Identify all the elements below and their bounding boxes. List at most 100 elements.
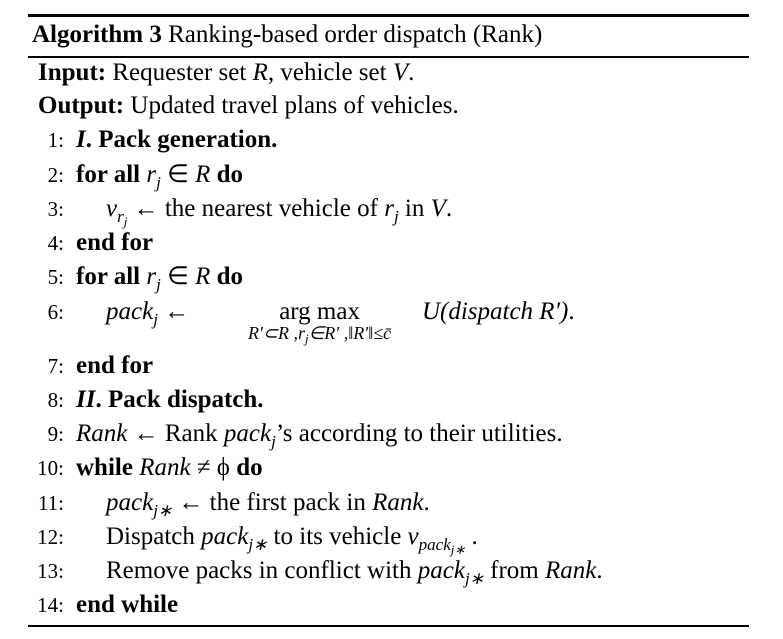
math-group: packj∗ ← the first pack in Rank. <box>106 488 430 519</box>
line-number: 12: <box>37 525 64 549</box>
line-number: 5: <box>47 265 64 289</box>
math: pack <box>417 557 465 584</box>
math: r <box>146 161 157 188</box>
math-group: I. Pack generation. <box>76 125 277 155</box>
keyword: end for <box>76 229 154 256</box>
text: . <box>423 489 430 516</box>
keyword: do <box>236 454 263 481</box>
subscript: j <box>304 331 309 346</box>
text: ← the first pack in <box>172 489 373 516</box>
label: Output: <box>38 92 125 119</box>
text: ← Rank <box>127 420 224 447</box>
keyword: while <box>76 454 133 481</box>
text: . <box>445 195 453 222</box>
text: . Pack dispatch. <box>95 386 264 413</box>
line: 1: I. Pack generation. <box>0 125 783 155</box>
algorithm-label: Algorithm 3 <box>32 21 162 48</box>
math: ∈ <box>167 161 189 188</box>
math: pack <box>223 420 272 447</box>
text: . <box>596 557 603 584</box>
math: U(dispatch R′) <box>421 298 569 325</box>
text: Updated travel plans of vehicles. <box>130 92 459 119</box>
text: ’s according to their utilities. <box>275 420 563 447</box>
line-number: 7: <box>47 354 64 378</box>
math: V <box>392 59 409 86</box>
math-group: while Rank ≠ ϕ do <box>76 453 263 483</box>
math: II <box>76 386 96 413</box>
math-group: end while <box>76 590 178 620</box>
line-number: 9: <box>47 422 64 446</box>
line: 13: Remove packs in conflict with packj∗ … <box>0 556 783 588</box>
text: to its vehicle <box>267 523 408 550</box>
math: pack <box>201 523 249 550</box>
operator: arg max <box>279 298 360 325</box>
math-group: Dispatch packj∗ to its vehicle vpackj∗ . <box>106 522 478 557</box>
line-number: 3: <box>47 197 64 221</box>
subscript: j∗ <box>464 569 484 588</box>
math-group: packj∗ <box>419 535 466 557</box>
output-line: Output: Updated travel plans of vehicles… <box>38 91 459 121</box>
keyword: do <box>216 161 244 188</box>
math: Rank <box>139 454 191 481</box>
line: 6: packj ← arg max R′⊂R ,rj∈R′ ,‖R′‖≤c̄ U(di… <box>0 297 783 345</box>
math: R <box>195 263 211 290</box>
text: . Pack generation. <box>85 126 278 153</box>
line-number: 8: <box>47 388 64 412</box>
subscript: j <box>123 214 128 229</box>
math: R′⊂R ,r <box>247 323 305 343</box>
math: Rank <box>372 489 424 516</box>
line-number: 13: <box>37 559 64 583</box>
line: 14: end while <box>0 590 783 620</box>
math: Rank <box>545 557 597 584</box>
subscript: j <box>156 275 161 294</box>
text: from <box>483 557 546 584</box>
line: 7: end for <box>0 351 783 381</box>
algorithm-title: Ranking-based order dispatch (Rank) <box>168 21 543 48</box>
math-group: Rank ← Rank packj’s according to their u… <box>76 419 563 451</box>
mid-rule <box>28 56 749 58</box>
line: 9: Rank ← Rank packj’s according to their… <box>0 419 783 451</box>
math-group: for all rj ∈ R do <box>76 262 243 294</box>
math: R <box>195 161 211 188</box>
operator-range: R′⊂R ,rj∈R′ ,‖R′‖≤c̄ <box>247 323 391 346</box>
text: . <box>568 298 575 325</box>
subscript: r <box>117 207 124 226</box>
text: . <box>465 523 478 550</box>
text: ← the nearest vehicle of <box>133 195 385 222</box>
line-number: 11: <box>37 491 64 515</box>
line: 4: end for <box>0 228 783 258</box>
math: pack <box>106 298 154 325</box>
text: in <box>398 195 431 222</box>
math: r <box>146 263 157 290</box>
text: Dispatch <box>106 523 202 550</box>
subscript: j∗ <box>248 535 268 554</box>
line-number: 4: <box>47 231 64 255</box>
line: 10: while Rank ≠ ϕ do <box>0 453 783 483</box>
text: Requester set <box>112 59 253 86</box>
subscript: j <box>156 173 161 192</box>
keyword: end while <box>76 591 179 618</box>
math: V <box>430 195 446 222</box>
subscript: j∗ <box>450 542 466 557</box>
input-line: Input: Requester set R, vehicle set V. <box>38 58 414 88</box>
subscript: j <box>271 432 276 451</box>
line: 3: vrj ← the nearest vehicle of rj in V. <box>0 194 783 228</box>
math: pack <box>106 489 154 516</box>
keyword: for all <box>76 161 141 188</box>
top-rule <box>28 14 749 17</box>
line-number: 1: <box>47 128 64 152</box>
math: v <box>106 195 118 222</box>
line: 8: II. Pack dispatch. <box>0 385 783 415</box>
text: Remove packs in conflict with <box>106 557 418 584</box>
subscript: j <box>393 207 399 226</box>
math: r <box>384 195 394 222</box>
math: ∈ <box>167 263 189 290</box>
keyword: end for <box>76 352 154 379</box>
line-number: 14: <box>37 593 64 617</box>
math-group: vrj ← the nearest vehicle of rj in V. <box>106 194 453 228</box>
line: 12: Dispatch packj∗ to its vehicle vpackj… <box>0 522 783 557</box>
math: ≠ ϕ <box>196 454 230 481</box>
caption: Algorithm 3 Ranking-based order dispatch… <box>32 20 542 50</box>
text: , vehicle set <box>267 59 393 86</box>
